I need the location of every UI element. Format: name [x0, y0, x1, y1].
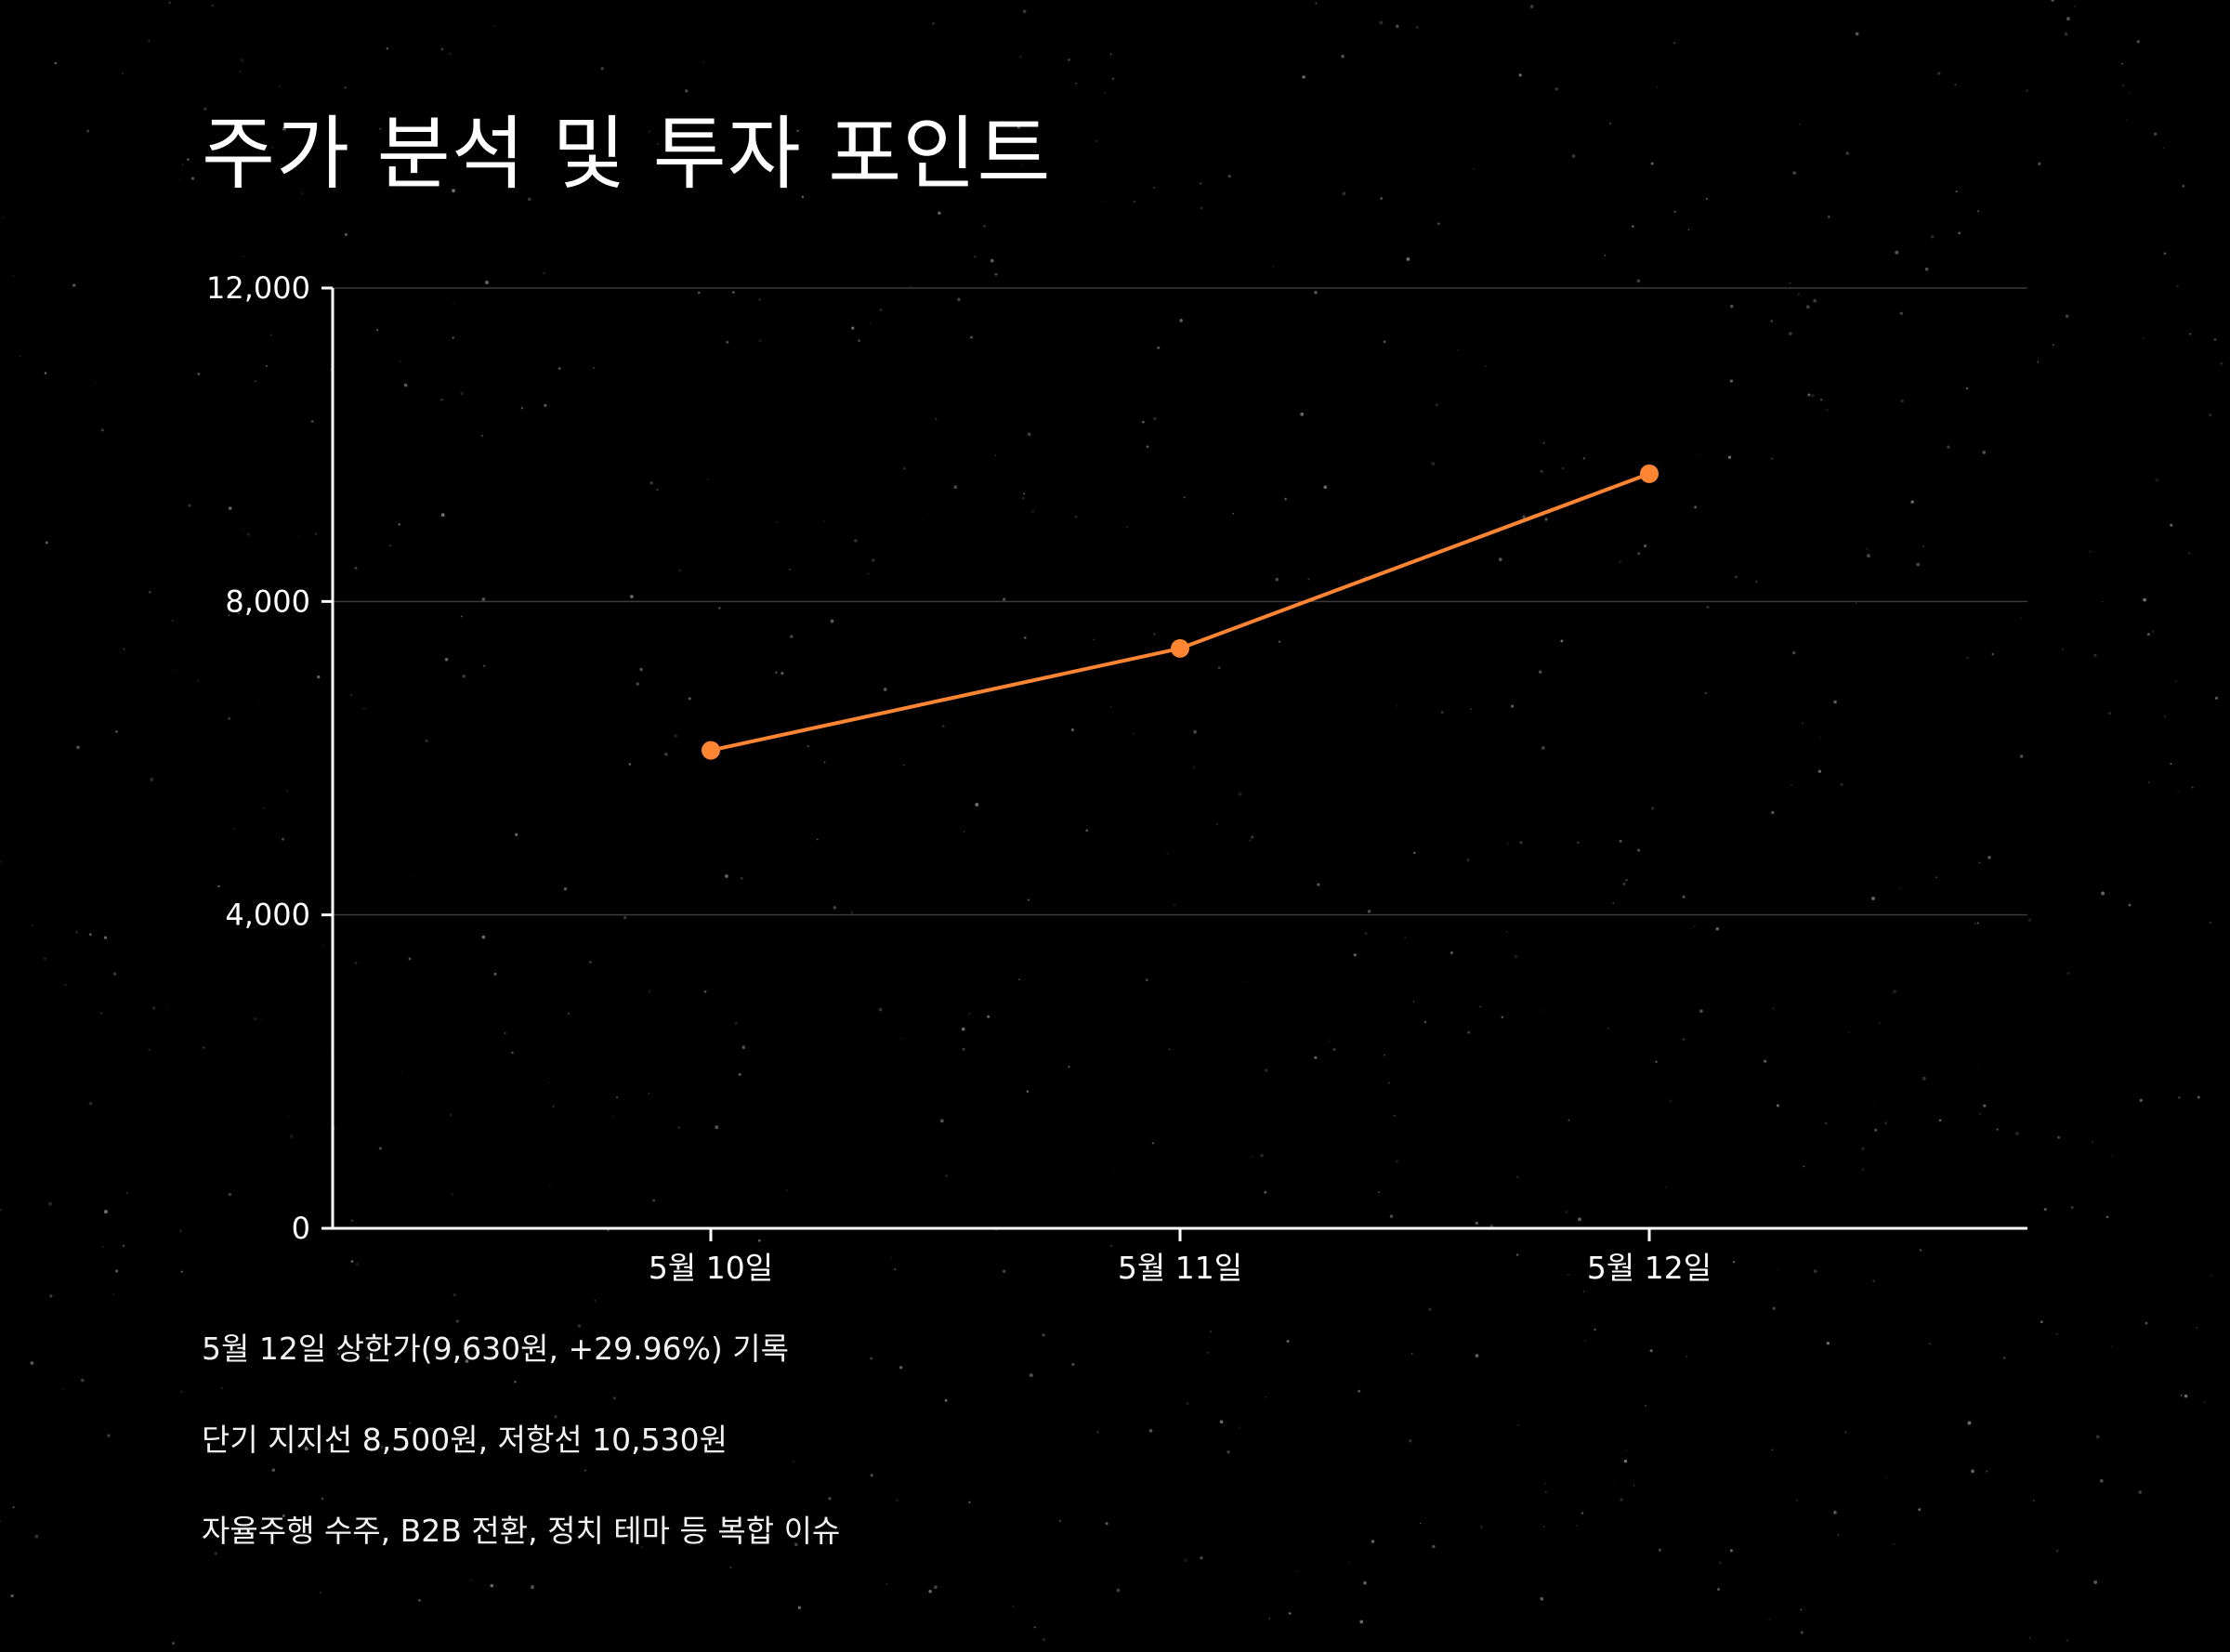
x-tick-label: 5월 10일	[649, 1250, 773, 1286]
y-tick-label: 0	[292, 1211, 310, 1246]
x-tick-label: 5월 12일	[1587, 1250, 1712, 1286]
note-item: 단기 지지선 8,500원, 저항선 10,530원	[202, 1422, 728, 1458]
x-tick-label: 5월 11일	[1118, 1250, 1242, 1286]
data-point	[1640, 464, 1659, 483]
analysis-notes: 5월 12일 상한가(9,630원, +29.96%) 기록 단기 지지선 8,…	[202, 1329, 1874, 1602]
y-tick-label: 4,000	[225, 898, 310, 933]
data-point	[702, 741, 720, 760]
data-point	[1171, 638, 1189, 658]
series-line	[710, 472, 1650, 753]
y-tick-label: 12,000	[206, 270, 310, 306]
note-item: 5월 12일 상한가(9,630원, +29.96%) 기록	[202, 1331, 790, 1367]
note-item: 자율주행 수주, B2B 전환, 정치 테마 등 복합 이슈	[202, 1513, 841, 1549]
page-title: 주가 분석 및 투자 포인트	[202, 108, 1052, 201]
y-tick-label: 8,000	[225, 583, 310, 619]
